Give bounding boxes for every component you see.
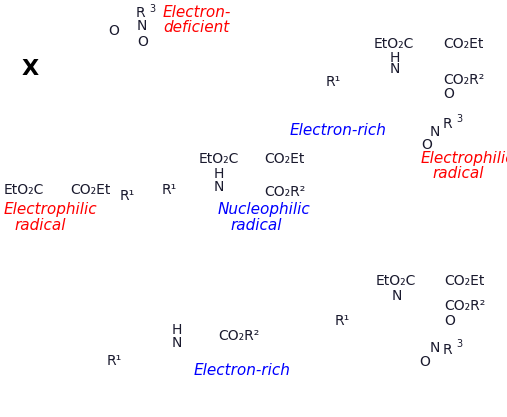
Text: 3: 3 bbox=[456, 339, 462, 349]
Text: Electrophilic: Electrophilic bbox=[421, 151, 507, 166]
Text: CO₂Et: CO₂Et bbox=[443, 37, 483, 51]
Text: radical: radical bbox=[14, 218, 65, 233]
Text: R¹: R¹ bbox=[107, 354, 122, 368]
Text: EtO₂C: EtO₂C bbox=[376, 274, 416, 288]
Text: radical: radical bbox=[230, 218, 281, 233]
Text: EtO₂C: EtO₂C bbox=[374, 37, 414, 51]
Text: O: O bbox=[444, 314, 455, 328]
Text: O: O bbox=[137, 35, 148, 49]
Text: R¹: R¹ bbox=[162, 183, 177, 197]
Text: CO₂R²: CO₂R² bbox=[444, 299, 485, 313]
Text: H: H bbox=[390, 51, 401, 65]
Text: Nucleophilic: Nucleophilic bbox=[218, 202, 311, 217]
Text: O: O bbox=[421, 138, 432, 152]
Text: O: O bbox=[443, 87, 454, 101]
Text: CO₂R²: CO₂R² bbox=[264, 185, 305, 199]
Text: Electrophilic: Electrophilic bbox=[4, 202, 98, 217]
Text: Electron-rich: Electron-rich bbox=[194, 363, 291, 378]
Text: radical: radical bbox=[432, 166, 484, 181]
Text: EtO₂C: EtO₂C bbox=[4, 183, 45, 197]
Text: CO₂Et: CO₂Et bbox=[70, 183, 111, 197]
Text: Electron-: Electron- bbox=[163, 5, 231, 20]
Text: 3: 3 bbox=[149, 4, 155, 14]
Text: N: N bbox=[172, 336, 183, 350]
Text: R: R bbox=[136, 6, 146, 20]
Text: O: O bbox=[108, 24, 119, 38]
Text: EtO₂C: EtO₂C bbox=[199, 152, 239, 166]
Text: X: X bbox=[22, 59, 39, 79]
Text: CO₂Et: CO₂Et bbox=[444, 274, 484, 288]
Text: R¹: R¹ bbox=[120, 189, 135, 203]
Text: N: N bbox=[137, 19, 148, 33]
Text: R¹: R¹ bbox=[335, 314, 350, 328]
Text: O: O bbox=[419, 355, 430, 369]
Text: H: H bbox=[172, 323, 183, 337]
Text: N: N bbox=[430, 341, 441, 355]
Text: N: N bbox=[214, 180, 225, 194]
Text: H: H bbox=[214, 167, 225, 181]
Text: N: N bbox=[392, 289, 403, 303]
Text: CO₂R²: CO₂R² bbox=[443, 73, 484, 87]
Text: deficient: deficient bbox=[163, 20, 229, 35]
Text: Electron-rich: Electron-rich bbox=[290, 123, 387, 138]
Text: CO₂Et: CO₂Et bbox=[264, 152, 304, 166]
Text: N: N bbox=[390, 62, 401, 76]
Text: R: R bbox=[443, 117, 453, 131]
Text: 3: 3 bbox=[456, 114, 462, 124]
Text: R: R bbox=[443, 343, 453, 357]
Text: CO₂R²: CO₂R² bbox=[218, 329, 259, 343]
Text: N: N bbox=[430, 125, 441, 139]
Text: R¹: R¹ bbox=[326, 75, 341, 89]
